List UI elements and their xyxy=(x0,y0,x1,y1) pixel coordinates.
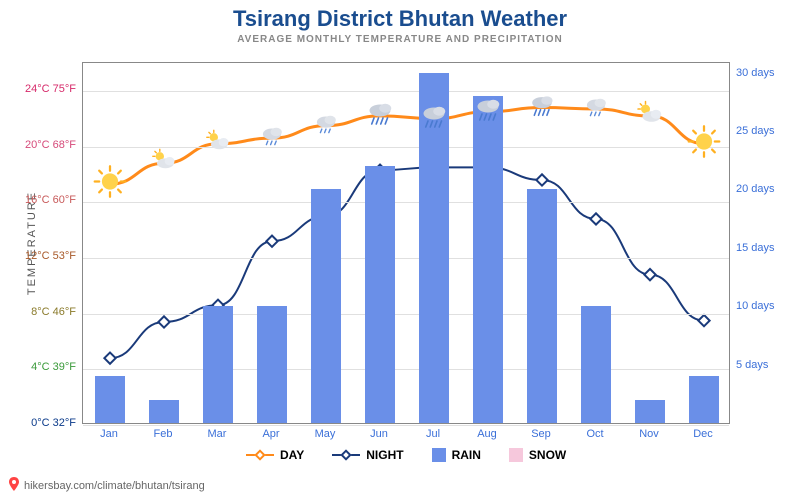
right-tick-label: 30 days xyxy=(736,67,775,79)
month-label: Sep xyxy=(521,428,561,440)
night-marker xyxy=(158,316,169,327)
left-tick-label: 8°C 46°F xyxy=(0,306,76,318)
right-tick-label: 10 days xyxy=(736,300,775,312)
weather-suncloud-icon xyxy=(635,98,665,133)
left-tick-label: 24°C 75°F xyxy=(0,83,76,95)
weather-suncloud-icon xyxy=(204,127,232,160)
weather-rain-icon xyxy=(473,94,503,129)
left-tick-label: 16°C 60°F xyxy=(0,194,76,206)
night-marker xyxy=(698,315,709,326)
month-label: Feb xyxy=(143,428,183,440)
rain-bar xyxy=(635,400,665,423)
rain-bar xyxy=(689,376,719,423)
night-marker xyxy=(266,236,277,247)
weather-raincloud-icon xyxy=(258,122,286,155)
weather-rain-icon xyxy=(528,91,556,124)
left-tick-label: 4°C 39°F xyxy=(0,361,76,373)
left-tick-label: 12°C 53°F xyxy=(0,250,76,262)
plot-area xyxy=(82,62,730,424)
chart-lines xyxy=(83,63,731,425)
weather-suncloud-icon xyxy=(150,147,178,180)
rain-bar xyxy=(149,400,179,423)
legend-label: NIGHT xyxy=(366,448,403,462)
weather-sun-icon xyxy=(686,123,722,164)
legend-item-night: NIGHT xyxy=(332,448,403,462)
right-tick-label: 15 days xyxy=(736,242,775,254)
month-label: Aug xyxy=(467,428,507,440)
month-label: Nov xyxy=(629,428,669,440)
rain-bar xyxy=(581,306,611,423)
rain-bar xyxy=(527,189,557,423)
weather-raincloud-icon xyxy=(312,109,340,142)
month-label: May xyxy=(305,428,345,440)
right-tick-label: 25 days xyxy=(736,125,775,137)
weather-chart: Tsirang District Bhutan Weather AVERAGE … xyxy=(0,0,800,500)
month-label: Dec xyxy=(683,428,723,440)
legend-label: RAIN xyxy=(452,448,481,462)
night-marker xyxy=(644,269,655,280)
footer: hikersbay.com/climate/bhutan/tsirang xyxy=(8,477,205,494)
month-label: Jun xyxy=(359,428,399,440)
left-tick-label: 0°C 32°F xyxy=(0,417,76,429)
month-label: Jul xyxy=(413,428,453,440)
chart-title: Tsirang District Bhutan Weather xyxy=(0,6,800,32)
weather-sun-icon xyxy=(92,164,128,205)
rain-bar xyxy=(203,306,233,423)
weather-rain-icon xyxy=(419,101,449,136)
left-axis-title: TEMPERATURE xyxy=(26,191,38,295)
month-label: Oct xyxy=(575,428,615,440)
legend-label: DAY xyxy=(280,448,304,462)
right-tick-label: 20 days xyxy=(736,183,775,195)
rain-bar xyxy=(365,166,395,423)
rain-bar xyxy=(257,306,287,423)
pin-icon xyxy=(8,477,20,494)
month-label: Apr xyxy=(251,428,291,440)
month-label: Mar xyxy=(197,428,237,440)
rain-bar xyxy=(473,96,503,423)
legend-item-snow: SNOW xyxy=(509,448,566,462)
weather-rain-icon xyxy=(365,98,395,133)
night-marker xyxy=(590,213,601,224)
night-marker xyxy=(104,353,115,364)
left-tick-label: 20°C 68°F xyxy=(0,139,76,151)
footer-text: hikersbay.com/climate/bhutan/tsirang xyxy=(24,480,205,492)
rain-bar xyxy=(311,189,341,423)
legend-item-day: DAY xyxy=(246,448,304,462)
legend-label: SNOW xyxy=(529,448,566,462)
night-marker xyxy=(536,174,547,185)
right-tick-label: 5 days xyxy=(736,359,768,371)
legend: DAY NIGHT RAIN SNOW xyxy=(246,448,566,462)
month-label: Jan xyxy=(89,428,129,440)
chart-subtitle: AVERAGE MONTHLY TEMPERATURE AND PRECIPIT… xyxy=(0,34,800,45)
weather-raincloud-icon xyxy=(582,92,610,125)
night-line xyxy=(110,167,704,358)
legend-item-rain: RAIN xyxy=(432,448,481,462)
rain-bar xyxy=(95,376,125,423)
